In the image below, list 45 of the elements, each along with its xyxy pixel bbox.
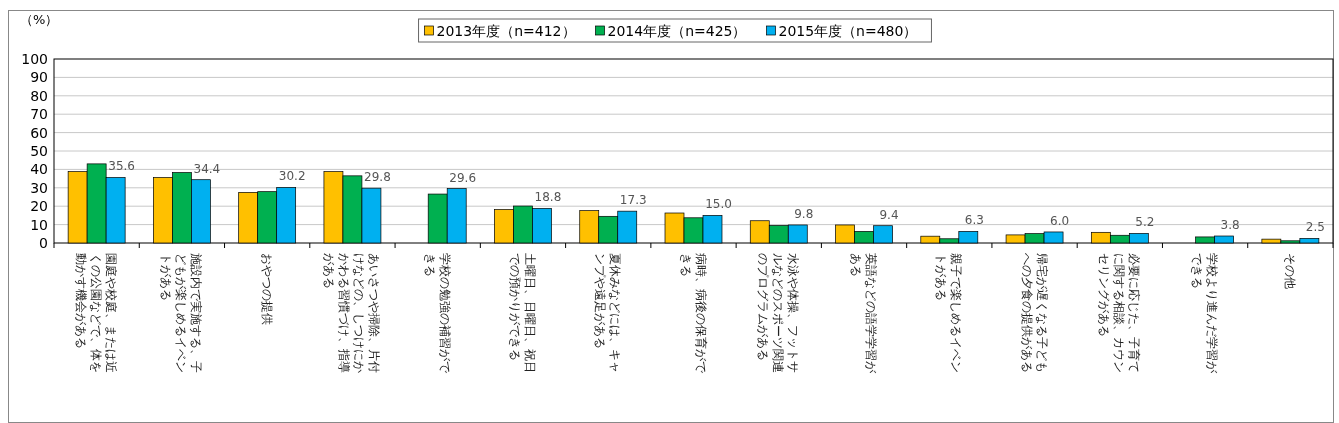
- data-label: 2.5: [1305, 220, 1325, 235]
- x-tick-label: 帰宅が遅くなる子どもへの夕食の提供がある: [1019, 253, 1049, 373]
- data-label: 18.8: [534, 190, 562, 205]
- x-tick-label: おやつの提供: [259, 253, 274, 325]
- y-tick-label: 0: [39, 235, 48, 251]
- data-label: 29.8: [364, 170, 391, 185]
- y-tick-label: 30: [30, 179, 48, 196]
- y-tick-label: 90: [30, 69, 48, 86]
- data-label: 35.6: [108, 159, 135, 174]
- data-label: 9.4: [879, 207, 899, 222]
- legend-label: 2013年度（n=412）: [436, 23, 576, 39]
- y-tick-label: 40: [30, 161, 48, 178]
- y-tick-label: 10: [30, 216, 48, 233]
- x-tick-label: 施設内で実施する、子どもが楽しめるイベントがある: [159, 253, 204, 373]
- x-tick-label: 英語などの語学学習がある: [849, 253, 879, 373]
- y-tick-label: 20: [30, 198, 48, 215]
- x-tick-label: 学校より進んだ学習ができる: [1190, 253, 1220, 373]
- x-tick-label: 親子で楽しめるイベントがある: [934, 253, 964, 373]
- data-label: 3.8: [1220, 218, 1240, 233]
- x-tick-label: その他: [1282, 253, 1297, 289]
- y-tick-label: 60: [30, 124, 48, 141]
- data-label: 9.8: [794, 206, 814, 221]
- legend-label: 2014年度（n=425）: [607, 23, 747, 39]
- legend-label: 2015年度（n=480）: [778, 23, 918, 39]
- x-tick-label: 園庭や校庭、または近くの公園などで、体を動かす機会がある: [74, 253, 119, 373]
- x-tick-label: 病時、病後の保育ができる: [678, 253, 708, 373]
- data-label: 34.4: [193, 161, 221, 176]
- data-label: 6.0: [1050, 213, 1070, 228]
- x-tick-label: 土曜日、日曜日、祝日での預かりができる: [507, 253, 537, 373]
- data-label: 5.2: [1135, 215, 1155, 230]
- x-tick-label: 夏休みなどには、キャンプや遠足がある: [593, 253, 623, 373]
- x-tick-label: 学校の勉強の補習ができる: [422, 253, 452, 373]
- y-tick-label: 70: [30, 106, 48, 123]
- data-label: 17.3: [619, 193, 647, 208]
- y-axis-title: （%）: [20, 12, 59, 27]
- y-tick-label: 50: [30, 143, 48, 159]
- data-label: 30.2: [278, 169, 306, 184]
- x-tick-label: 水泳や体操、フットサルなどのスポーツ関連のプログラムがある: [756, 253, 801, 373]
- y-tick-label: 100: [21, 51, 48, 67]
- x-tick-label: あいさつや掃除、片付けなどの、しつけにかかわる習慣づけ、指導がある: [322, 253, 382, 373]
- data-label: 6.3: [964, 213, 984, 228]
- x-tick-label: 必要に応じた、子育てに関する相談、カウンセリングがある: [1097, 253, 1142, 373]
- data-label: 29.6: [449, 170, 477, 185]
- data-label: 15.0: [705, 197, 732, 212]
- y-tick-label: 80: [30, 87, 48, 104]
